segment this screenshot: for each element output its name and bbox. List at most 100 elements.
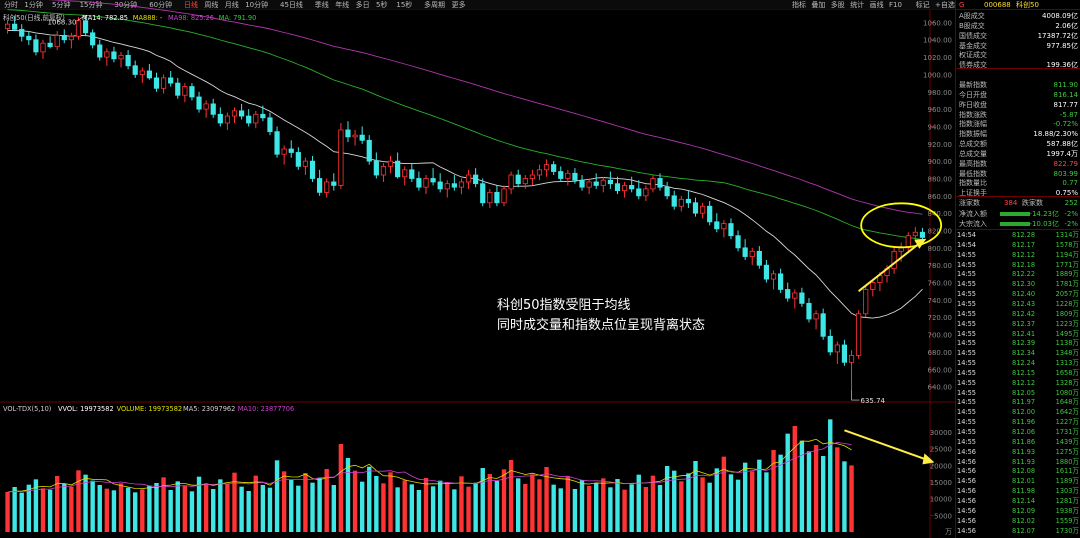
volume-bar	[835, 447, 840, 532]
candle-body	[359, 134, 365, 141]
volume-bar	[643, 487, 649, 532]
volume-tick-label: 30000	[930, 429, 952, 437]
toolbar-item[interactable]: 60分钟	[149, 1, 173, 9]
toolbar-item[interactable]: 多日	[355, 1, 370, 9]
tick-volume: 1227万	[1055, 418, 1079, 427]
price-tick-label: 1060.00	[923, 19, 952, 27]
volume-bar	[523, 484, 528, 532]
candle-body	[834, 344, 840, 353]
tick-volume: 1611万	[1055, 467, 1079, 476]
toolbar-item[interactable]: 年线	[335, 1, 350, 9]
quote-stat-row: A股成交 4008.09亿	[956, 11, 1080, 21]
candle-body	[12, 23, 18, 30]
candle-body	[125, 54, 131, 67]
candle-body	[395, 160, 401, 178]
ma-legend-label: MA14: 782.85	[82, 14, 128, 22]
price-tick-label: 660.00	[928, 366, 953, 374]
toolbar-item[interactable]: 分时	[4, 1, 18, 9]
volume-bar	[338, 444, 344, 532]
toolbar-right-item[interactable]: 多股	[830, 1, 845, 9]
toolbar-item[interactable]: 多周期	[424, 1, 445, 9]
toolbar-item[interactable]: 10分钟	[245, 1, 269, 9]
candle-body	[692, 202, 699, 214]
candle-body	[281, 148, 287, 155]
tick-row: 14:55 812.12 1328万	[956, 379, 1080, 388]
volume-bar	[175, 481, 180, 532]
tick-time: 14:56	[957, 457, 977, 466]
kline-chart[interactable]: 1060.00 1040.00 1020.00 1000.00 980.00 960.00…	[0, 0, 955, 538]
volume-bar	[842, 461, 847, 532]
main-chart-title: 科创50(日线,前复权)	[3, 13, 65, 22]
price-tick-label: 900.00	[928, 158, 953, 166]
toolbar-item[interactable]: 5分钟	[52, 1, 71, 9]
toolbar-item[interactable]: 15秒	[396, 1, 413, 9]
toolbar-item[interactable]: 周线	[204, 1, 219, 9]
candle-body	[175, 82, 181, 96]
chart-titles: 科创50(日线,前复权) MA14: 782.85 MA888: - MA98: 82…	[3, 13, 294, 413]
tick-row: 14:55 811.86 1439万	[956, 438, 1080, 447]
candle-body	[33, 39, 39, 53]
volume-bar	[289, 480, 294, 532]
volume-bar	[104, 488, 110, 532]
volume-bar	[83, 474, 88, 532]
volume-bar	[501, 469, 507, 532]
tick-price: 812.43	[1012, 299, 1036, 308]
toolbar-item[interactable]: 日线	[184, 1, 198, 9]
tick-price: 812.02	[1012, 516, 1036, 525]
tick-volume: 1578万	[1055, 240, 1079, 249]
tick-time: 14:55	[957, 388, 977, 397]
candle-body	[61, 35, 67, 41]
toolbar-item[interactable]: 45日线	[280, 1, 303, 9]
toolbar-item[interactable]: 月线	[224, 1, 239, 9]
tick-row: 14:56 812.07 1730万	[956, 527, 1080, 536]
toolbar-right-item[interactable]: 画线	[869, 1, 884, 9]
candle-body	[139, 70, 145, 75]
tick-price: 812.01	[1012, 477, 1036, 486]
volume-bar	[487, 474, 493, 532]
tick-row: 14:56 812.14 1281万	[956, 497, 1080, 506]
annotation-line-2: 同时成交量和指数点位呈现背离状态	[497, 318, 706, 333]
volume-bar	[608, 487, 613, 532]
candle-body	[189, 86, 195, 98]
toolbar-item[interactable]: 季线	[314, 1, 329, 9]
toolbar-right-item[interactable]: 标记	[915, 1, 930, 9]
quote-stat-value: 822.79	[1053, 159, 1079, 168]
volume-bar	[26, 484, 32, 532]
volume-bar	[40, 488, 46, 532]
toolbar-item[interactable]: 更多	[451, 1, 466, 9]
candle-body	[182, 86, 188, 96]
toolbar-item[interactable]: 1分钟	[24, 1, 43, 9]
volume-bar	[182, 486, 188, 532]
candle-body	[324, 181, 330, 193]
candle-body	[487, 191, 493, 204]
ma-legend-label: MA888: -	[133, 14, 163, 22]
price-tick-label: 1040.00	[923, 37, 952, 45]
candle-body	[593, 181, 599, 186]
quote-stat-value: 817.77	[1053, 100, 1079, 109]
toolbar-right-item[interactable]: 指标	[792, 1, 806, 9]
candle-body	[501, 188, 507, 204]
candle-body	[856, 313, 862, 356]
toolbar-right-item[interactable]: 叠加	[811, 1, 826, 9]
volume-tick-label: 5000	[934, 512, 952, 520]
volume-bar	[111, 490, 117, 532]
volume-bar	[813, 445, 819, 532]
toolbar-right-item[interactable]: 统计	[850, 1, 865, 9]
uptrend-arrow-head	[914, 238, 927, 249]
tick-time: 14:56	[957, 516, 977, 525]
price-tick-label: 740.00	[928, 297, 953, 305]
toolbar-right-item[interactable]: +自选	[935, 1, 955, 9]
quote-stat-label: 国债成交	[959, 31, 987, 40]
quote-stat-row: 指数量比 0.77	[956, 178, 1080, 188]
quote-stat-label: A股成交	[959, 12, 985, 20]
toolbar-item[interactable]: 5秒	[376, 1, 388, 9]
volume-bar	[19, 492, 24, 532]
toolbar-right-item[interactable]: F10	[889, 1, 902, 9]
volume-bar	[125, 487, 131, 532]
tick-time: 14:55	[957, 250, 977, 259]
candle-body	[68, 35, 74, 41]
candle-body	[217, 113, 223, 124]
tick-row: 14:56 812.08 1611万	[956, 467, 1080, 476]
tick-row: 14:55 812.12 1194万	[956, 251, 1080, 260]
toolbar-item[interactable]: 15分钟	[79, 1, 103, 9]
